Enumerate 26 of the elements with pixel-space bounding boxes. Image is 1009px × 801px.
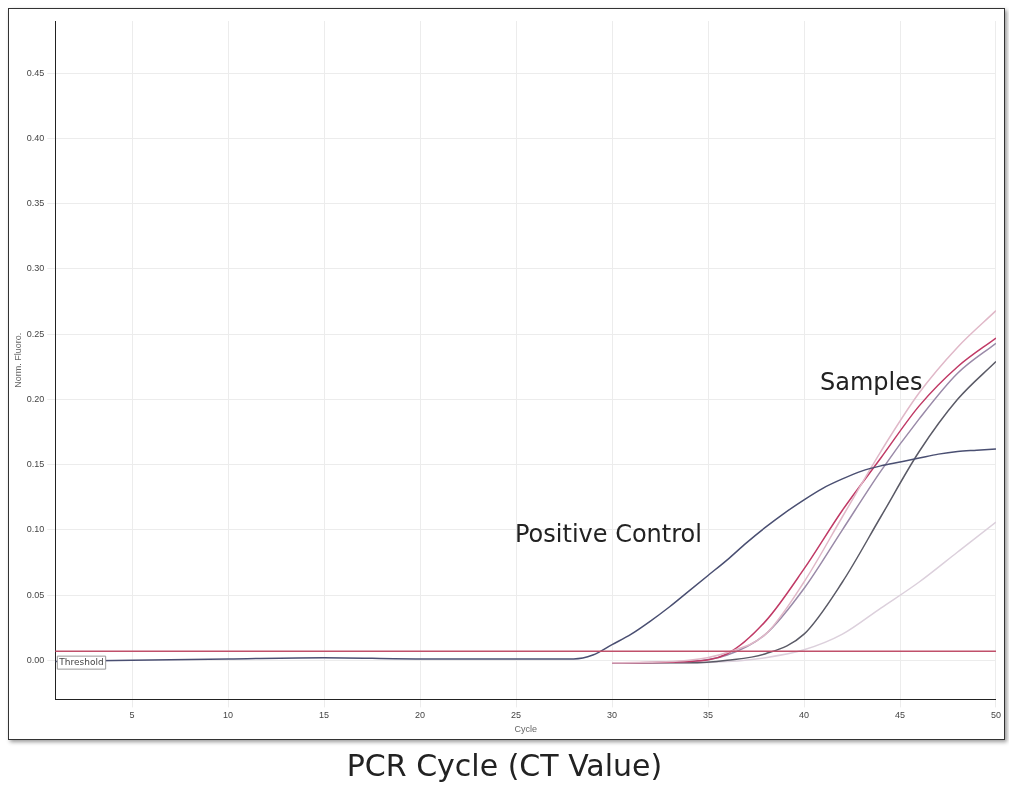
y-tick-label: 0.40 [26, 132, 45, 143]
x-tick-label: 10 [223, 710, 234, 721]
x-tick-label: 5 [129, 710, 135, 721]
y-tick-label: 0.05 [26, 589, 45, 600]
x-tick-label: 40 [799, 710, 810, 721]
y-tick-label: 0.10 [26, 524, 45, 535]
y-tick-label: 0.35 [26, 198, 45, 209]
x-tick-label: 45 [895, 710, 906, 721]
y-tick-label: 0.45 [26, 67, 45, 78]
y-tick-label: 0.30 [26, 263, 45, 274]
annotation: Samples [820, 368, 923, 396]
annotation: Positive Control [515, 520, 702, 548]
x-tick-label: 20 [415, 710, 426, 721]
x-tick-label: 25 [511, 710, 522, 721]
x-axis-title: Cycle [514, 724, 537, 735]
y-axis-title: Norm. Fluoro. [12, 332, 23, 388]
x-tick-label: 30 [607, 710, 618, 721]
x-tick-label: 15 [319, 710, 330, 721]
y-tick-label: 0.00 [26, 654, 45, 665]
ref-line-label: Threshold [58, 656, 104, 667]
y-tick-label: 0.25 [26, 328, 45, 339]
x-tick-label: 50 [990, 710, 1001, 721]
y-tick-label: 0.20 [26, 393, 45, 404]
text: PCR Cycle (CT Value) [345, 748, 664, 783]
y-tick-label: 0.15 [26, 459, 45, 470]
x-tick-label: 35 [703, 710, 714, 721]
